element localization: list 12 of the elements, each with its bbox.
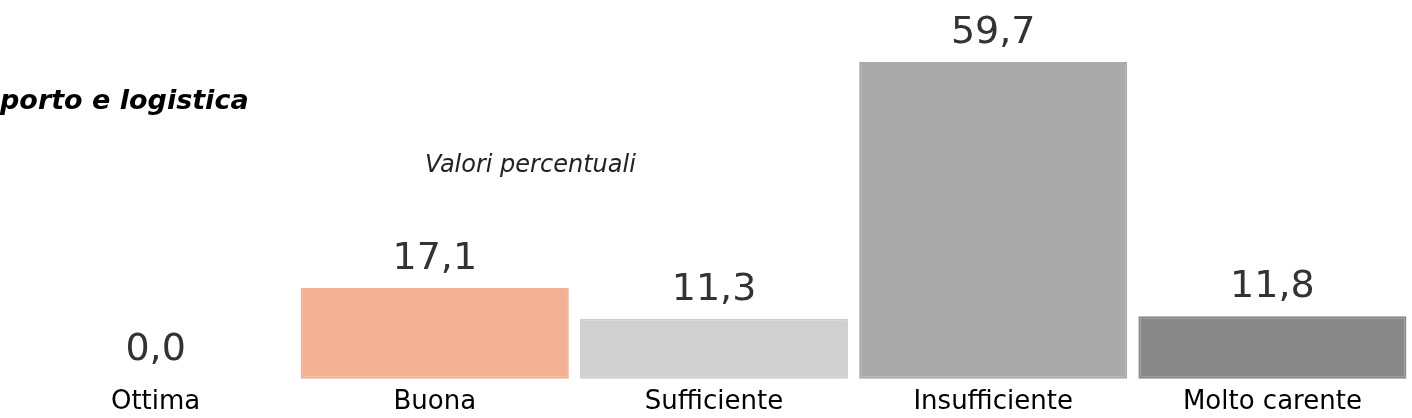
data-label: 59,7	[950, 7, 1036, 52]
x-tick-label: Buona	[393, 385, 477, 416]
x-tick-label: Insufficiente	[913, 385, 1073, 416]
text: Valori percentuali	[425, 150, 636, 178]
data-label: 11,3	[671, 264, 757, 309]
data-label: 11,8	[1230, 262, 1315, 307]
data-label: 0,0	[125, 324, 186, 369]
text: porto e logistica	[0, 84, 249, 115]
x-tick-label: Molto carente	[1182, 385, 1362, 416]
data-label: 17,1	[392, 233, 478, 278]
x-tick-label: Sufficiente	[644, 385, 784, 416]
x-tick-label: Ottima	[110, 385, 201, 416]
